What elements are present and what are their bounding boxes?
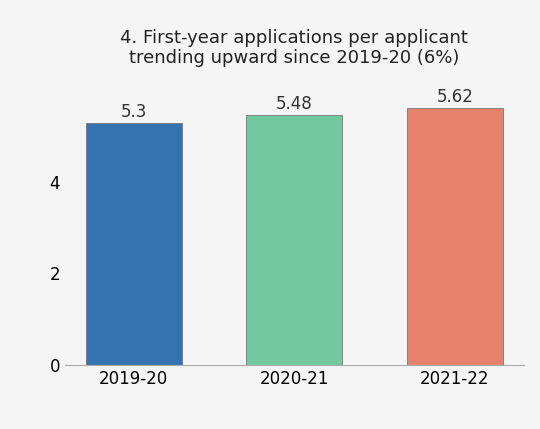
Bar xyxy=(86,123,182,365)
Text: 5.48: 5.48 xyxy=(276,95,313,113)
Bar xyxy=(407,108,503,365)
Bar xyxy=(246,115,342,365)
Text: 5.3: 5.3 xyxy=(120,103,147,121)
Text: 5.62: 5.62 xyxy=(436,88,473,106)
Title: 4. First-year applications per applicant
trending upward since 2019-20 (6%): 4. First-year applications per applicant… xyxy=(120,29,468,67)
